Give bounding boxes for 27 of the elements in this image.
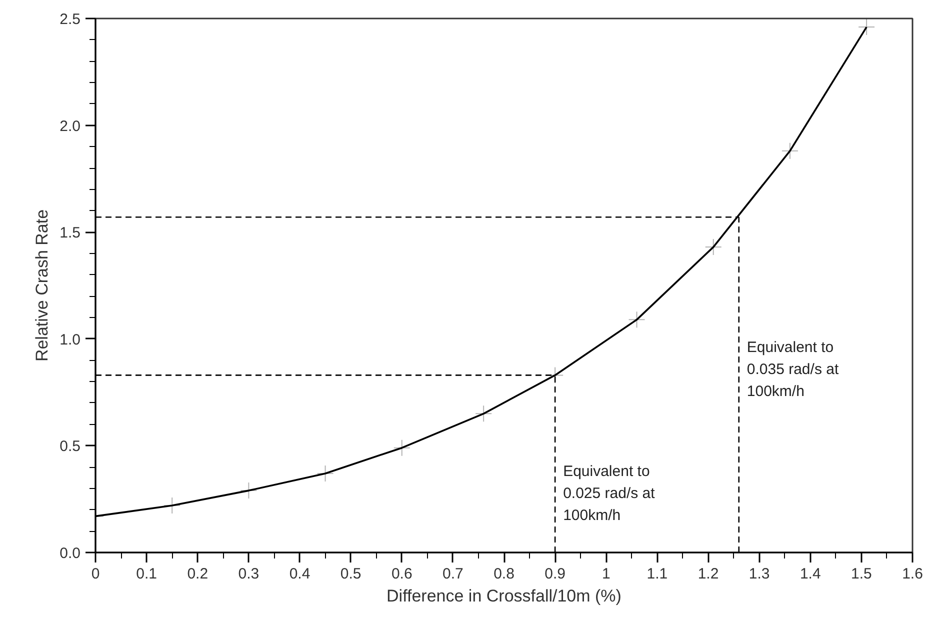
annotation: Equivalent to 0.035 rad/s at 100km/h xyxy=(746,338,840,400)
x-tick-label: 0.3 xyxy=(238,566,260,582)
x-tick-label: 1.2 xyxy=(698,566,719,582)
x-tick-label: 0.1 xyxy=(136,566,157,582)
x-tick-label: 0.4 xyxy=(289,566,310,582)
x-tick-label: 0.6 xyxy=(391,566,412,582)
x-tick-label: 0.8 xyxy=(494,566,514,582)
y-axis-title: Relative Crash Rate xyxy=(32,209,52,362)
x-tick-label: 0.5 xyxy=(340,566,362,582)
annotation: Equivalent to 0.025 rad/s at 100km/h xyxy=(563,462,656,524)
x-tick-label: 0.9 xyxy=(544,566,566,582)
x-tick-label: 1.1 xyxy=(646,566,668,582)
y-tick-label: 0.5 xyxy=(60,438,81,456)
y-tick-label: 1.0 xyxy=(60,331,81,348)
y-tick-label: 2.0 xyxy=(60,118,81,135)
x-tick-label: 1.3 xyxy=(748,566,770,582)
x-tick-label: 1.5 xyxy=(851,566,872,582)
x-tick-label: 0 xyxy=(91,566,100,582)
x-tick-label: 1.6 xyxy=(902,566,923,582)
x-tick-label: 1 xyxy=(602,566,610,582)
y-tick-label: 1.5 xyxy=(60,224,81,242)
x-tick-label: 1.4 xyxy=(800,566,821,582)
x-tick-label: 0.2 xyxy=(187,566,208,582)
y-tick-label: 0.0 xyxy=(60,545,81,562)
x-tick-label: 0.7 xyxy=(442,566,464,582)
y-tick-label: 2.5 xyxy=(60,11,81,28)
x-axis-title: Difference in Crossfall/10m (%) xyxy=(386,586,622,606)
